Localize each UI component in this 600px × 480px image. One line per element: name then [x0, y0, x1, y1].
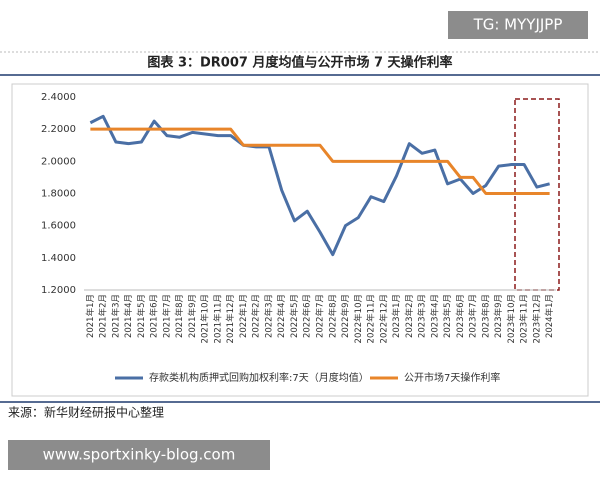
chart-frame [11, 83, 589, 397]
x-tick-label: 2022年11月 [366, 294, 377, 343]
x-tick-label: 2021年8月 [174, 294, 185, 338]
series-line [90, 127, 550, 195]
source: 来源：新华财经研报中心整理 [8, 405, 164, 420]
y-tick-label: 2.2000 [41, 124, 76, 135]
x-tick-label: 2023年6月 [455, 294, 466, 338]
x-tick-label: 2023年1月 [391, 294, 402, 338]
y-tick-label: 1.4000 [41, 253, 76, 264]
x-tick-label: 2021年2月 [98, 294, 109, 338]
chart-title: 图表 3：DR007 月度均值与公开市场 7 天操作利率 [147, 55, 452, 71]
x-tick-label: 2021年11月 [212, 294, 223, 343]
x-tick-label: 2023年7月 [468, 294, 479, 338]
x-tick-label: 2021年4月 [123, 294, 134, 338]
y-tick-label: 1.6000 [41, 221, 76, 232]
x-tick-label: 2022年7月 [315, 294, 326, 338]
x-tick-label: 2022年9月 [340, 294, 351, 338]
y-tick-label: 1.8000 [41, 189, 76, 200]
x-tick-label: 2022年1月 [238, 294, 249, 338]
series-line [89, 114, 550, 257]
x-tick-label: 2023年10月 [506, 294, 517, 343]
x-tick-label: 2022年12月 [378, 294, 389, 343]
legend-label: 存款类机构质押式回购加权利率:7天（月度均值） [149, 371, 369, 384]
x-tick-label: 2021年9月 [187, 294, 198, 338]
x-tick-label: 2023年11月 [519, 294, 530, 343]
watermark-top: TG: MYYJJPP [473, 16, 563, 34]
legend-label: 公开市场7天操作利率 [404, 371, 500, 384]
watermark-box [448, 11, 588, 39]
x-tick-label: 2023年4月 [429, 294, 440, 338]
x-tick-label: 2022年4月 [276, 294, 287, 338]
x-tick-label: 2022年8月 [327, 294, 338, 338]
x-tick-label: 2023年12月 [531, 294, 542, 343]
x-tick-label: 2023年2月 [404, 294, 415, 338]
x-tick-label: 2024年1月 [544, 294, 555, 338]
x-tick-label: 2021年12月 [225, 294, 236, 343]
x-tick-label: 2022年6月 [302, 294, 313, 338]
y-tick-label: 1.2000 [41, 285, 76, 296]
watermark-box [8, 440, 270, 470]
y-tick-label: 2.4000 [41, 92, 76, 103]
x-tick-label: 2021年1月 [85, 294, 96, 338]
x-tick-label: 2022年2月 [251, 294, 262, 338]
x-tick-label: 2023年8月 [480, 294, 491, 338]
watermark-bottom: www.sportxinky-blog.com [43, 446, 236, 464]
x-tick-label: 2023年5月 [442, 294, 453, 338]
y-tick-label: 2.0000 [41, 156, 76, 167]
x-tick-label: 2022年3月 [263, 294, 274, 338]
x-tick-label: 2022年5月 [289, 294, 300, 338]
x-tick-label: 2023年9月 [493, 294, 504, 338]
x-tick-label: 2021年6月 [149, 294, 160, 338]
x-tick-label: 2021年10月 [200, 294, 211, 343]
x-tick-label: 2022年10月 [353, 294, 364, 343]
x-tick-label: 2021年5月 [136, 294, 147, 338]
x-tick-label: 2021年7月 [161, 294, 172, 338]
x-tick-label: 2021年3月 [110, 294, 121, 338]
x-tick-label: 2023年3月 [417, 294, 428, 338]
